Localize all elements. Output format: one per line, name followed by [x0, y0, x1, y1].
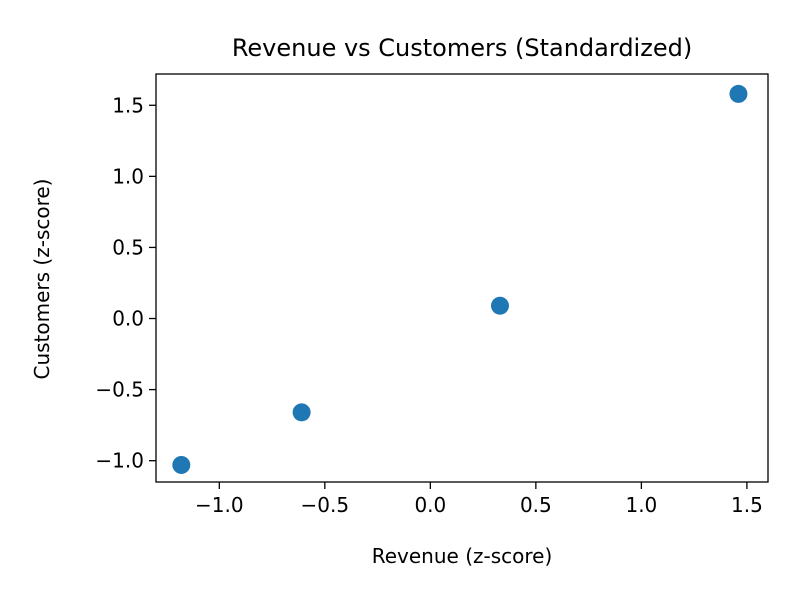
x-axis-label: Revenue (z-score) — [372, 544, 553, 568]
chart-title: Revenue vs Customers (Standardized) — [232, 34, 692, 62]
x-tick-label: −1.0 — [195, 493, 244, 517]
x-tick-label: 1.0 — [625, 493, 657, 517]
x-tick-label: 0.5 — [520, 493, 552, 517]
y-axis-label: Customers (z-score) — [30, 179, 54, 380]
y-tick-label: 1.0 — [112, 164, 144, 188]
y-tick-label: 1.5 — [112, 93, 144, 117]
x-tick-label: 1.5 — [731, 493, 763, 517]
y-tick-label: 0.0 — [112, 307, 144, 331]
y-tick-label: 0.5 — [112, 235, 144, 259]
plot-area: −1.0 −0.5 0.0 0.5 1.0 1.5 −1.0 −0.5 0.0 0.5 1.0 1.5 — [95, 73, 769, 517]
data-point — [292, 403, 311, 422]
axes-frame — [155, 73, 769, 483]
data-point — [729, 84, 748, 103]
x-tick-label: 0.0 — [414, 493, 446, 517]
data-point — [490, 296, 509, 315]
y-tick-label: −1.0 — [95, 449, 144, 473]
data-point — [172, 455, 191, 474]
y-tick-label: −0.5 — [95, 378, 144, 402]
x-tick-label: −0.5 — [301, 493, 350, 517]
